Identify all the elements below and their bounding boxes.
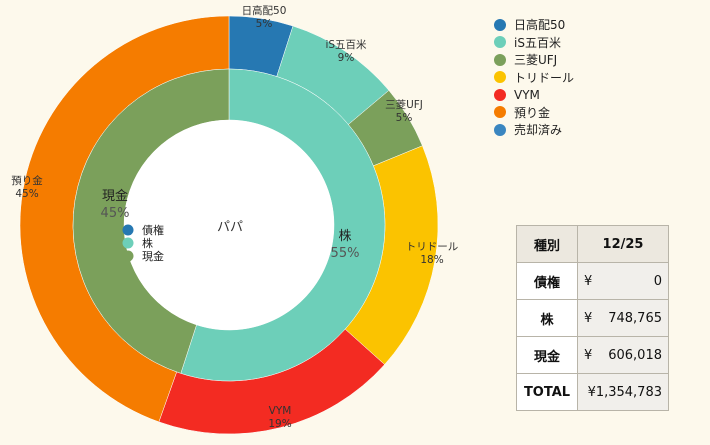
legend-item[interactable]: 日高配50 <box>494 16 574 34</box>
amount: 606,018 <box>608 347 662 363</box>
legend-dot <box>494 123 506 136</box>
inner-legend-label: 株 <box>142 236 153 250</box>
legend-label: 日高配50 <box>514 18 566 33</box>
legend-item[interactable]: 売却済み <box>494 121 574 139</box>
summary-header-row: 種別 12/25 <box>516 225 669 263</box>
legend-dot <box>494 88 506 101</box>
row-label: 現金 <box>516 336 578 374</box>
total-label: TOTAL <box>516 373 578 411</box>
total-value: ¥1,354,783 <box>577 373 669 411</box>
legend-dot <box>494 18 506 31</box>
legend-label: トリドール <box>514 70 575 85</box>
outer-slice-pct: 45% <box>15 188 38 200</box>
legend-label: VYM <box>514 87 540 102</box>
outer-slice-label: トリドール <box>406 241 459 253</box>
outer-slice-label: 預り金 <box>11 174 43 187</box>
yen-sign: ¥ <box>584 310 593 326</box>
legend-label: 三菱UFJ <box>514 53 558 68</box>
inner-slice-label: 株 <box>338 229 351 244</box>
inner-legend-dot <box>122 237 134 249</box>
legend-label: 預り金 <box>514 105 551 120</box>
outer-slice-pct: 5% <box>396 112 413 124</box>
row-label: 株 <box>516 299 578 337</box>
outer-slice-label: 日高配50 <box>242 4 287 17</box>
legend-item[interactable]: トリドール <box>494 69 574 87</box>
legend-dot <box>494 53 506 66</box>
legend-dot <box>494 106 506 119</box>
outer-slice-label: VYM <box>269 405 292 417</box>
amount: 748,765 <box>608 310 662 326</box>
yen-sign: ¥ <box>584 347 593 363</box>
summary-row: 債権 ¥0 <box>516 262 669 300</box>
legend-label: iS五百米 <box>514 35 561 50</box>
legend-item[interactable]: 預り金 <box>494 104 574 122</box>
yen-sign: ¥ <box>584 273 593 289</box>
legend-item[interactable]: VYM <box>494 86 574 104</box>
inner-legend-dot <box>122 250 134 262</box>
legend-dot <box>494 36 506 49</box>
center-label: パパ <box>217 220 243 235</box>
row-value: ¥748,765 <box>577 299 669 337</box>
row-label: 債権 <box>516 262 578 300</box>
outer-slice-pct: 18% <box>420 254 443 266</box>
outer-slice-label: iS五百米 <box>325 38 367 51</box>
outer-slice-pct: 19% <box>268 418 291 430</box>
summary-table: 種別 12/25 債権 ¥0 株 ¥748,765 現金 ¥606,018 TO… <box>516 225 669 411</box>
inner-slice-label: 現金 <box>102 188 128 204</box>
outer-slice-label: 三菱UFJ <box>385 99 423 111</box>
inner-legend-label: 債権 <box>142 223 164 237</box>
total-amount: ¥1,354,783 <box>587 384 662 400</box>
legend: 日高配50 iS五百米 三菱UFJ トリドール VYM 預り金 売却済み <box>494 16 574 139</box>
outer-slice-pct: 9% <box>338 52 355 64</box>
row-value: ¥0 <box>577 262 669 300</box>
summary-total-row: TOTAL ¥1,354,783 <box>516 373 669 411</box>
legend-label: 売却済み <box>514 123 563 138</box>
legend-dot <box>494 71 506 84</box>
amount: 0 <box>653 273 662 289</box>
header-date: 12/25 <box>577 225 669 263</box>
inner-slice-pct: 55% <box>331 246 360 261</box>
row-value: ¥606,018 <box>577 336 669 374</box>
legend-item[interactable]: iS五百米 <box>494 34 574 52</box>
inner-legend-dot <box>122 224 134 236</box>
header-type: 種別 <box>516 225 578 263</box>
summary-row: 株 ¥748,765 <box>516 299 669 337</box>
donut-chart: 日高配505%iS五百米9%三菱UFJ5%トリドール18%VYM19%預り金45… <box>11 4 459 435</box>
inner-legend-label: 現金 <box>142 249 164 263</box>
outer-slice-pct: 5% <box>256 18 273 30</box>
inner-slice-pct: 45% <box>101 206 130 221</box>
legend-item[interactable]: 三菱UFJ <box>494 51 574 69</box>
summary-row: 現金 ¥606,018 <box>516 336 669 374</box>
donut-hole <box>124 120 334 330</box>
